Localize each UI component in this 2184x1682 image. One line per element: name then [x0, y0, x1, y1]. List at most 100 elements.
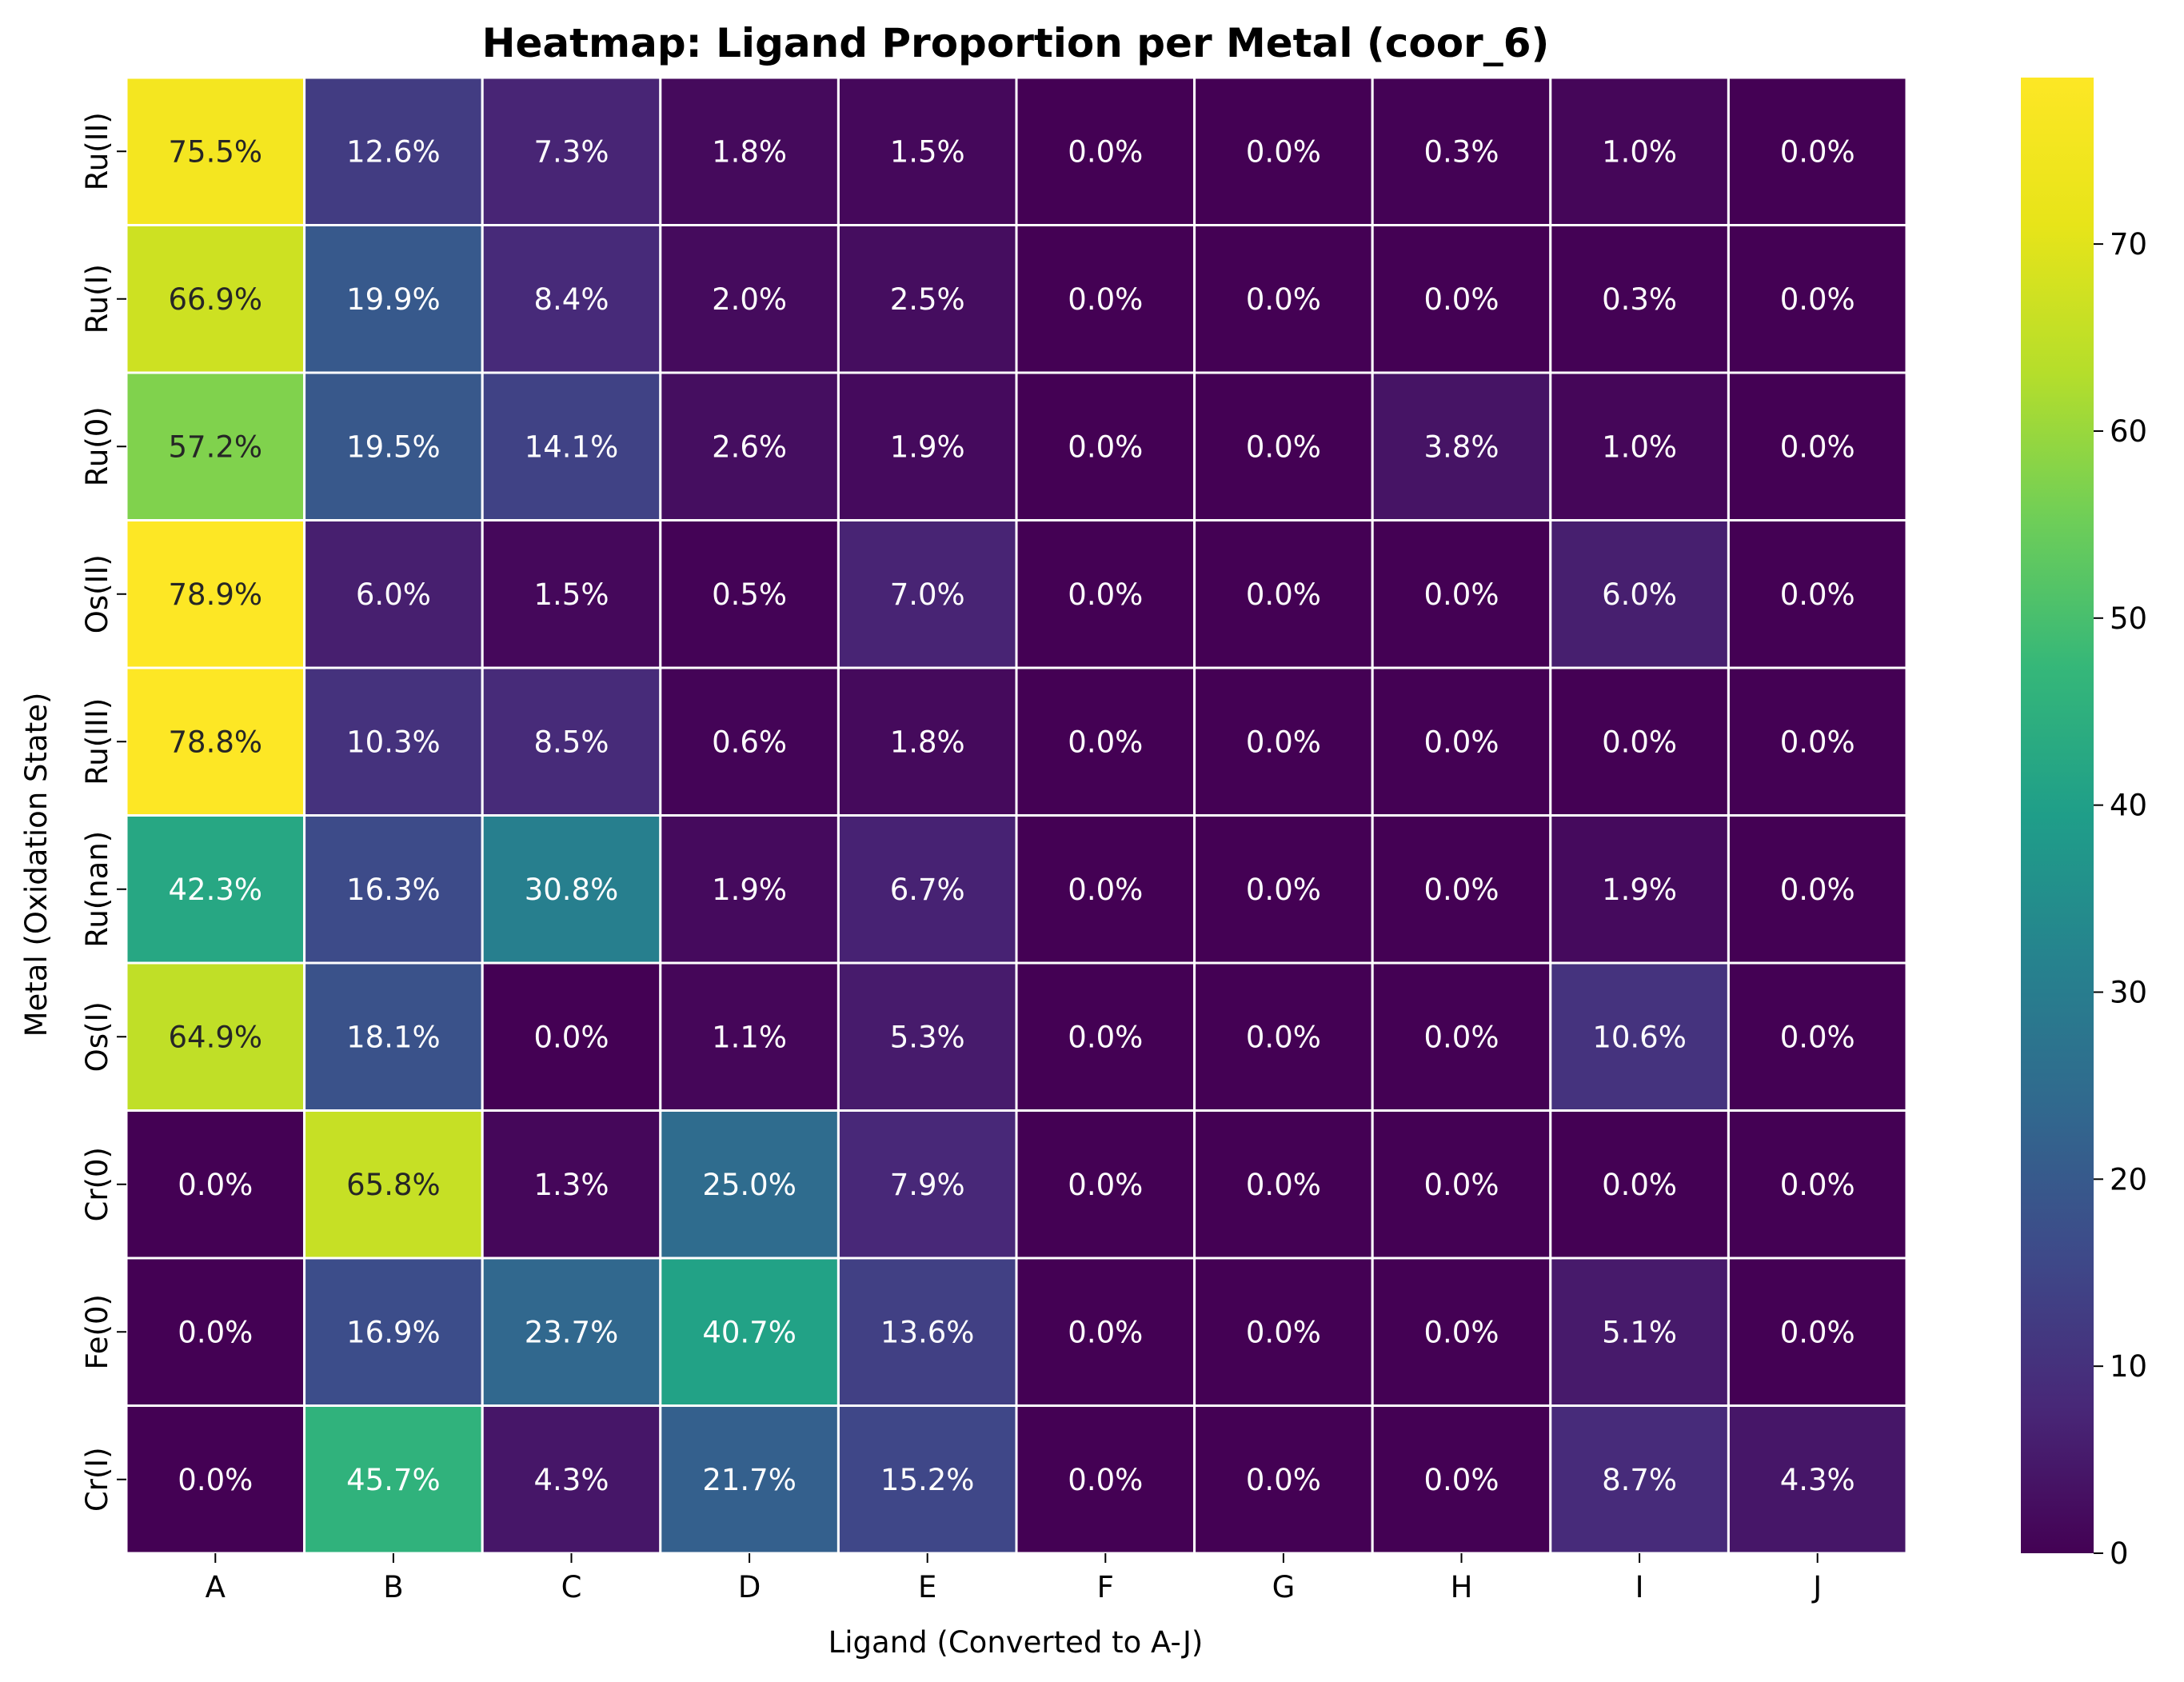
- cell-value-label: 4.3%: [1780, 1463, 1855, 1497]
- heatmap-cell: [125, 519, 306, 669]
- cell-value-label: 7.0%: [890, 577, 965, 612]
- cell-value-label: 0.0%: [1068, 429, 1143, 464]
- heatmap-cell: [1727, 519, 1908, 669]
- heatmap-cell: [125, 814, 306, 965]
- heatmap-cell: [1193, 1109, 1374, 1260]
- cell-value-label: 1.0%: [1602, 134, 1677, 169]
- y-tick-label: Ru(III): [80, 698, 114, 785]
- cell-value-label: 0.0%: [1424, 1463, 1499, 1497]
- cell-value-label: 19.5%: [346, 429, 441, 464]
- heatmap-cell: [1193, 371, 1374, 521]
- heatmap-cell: [303, 1109, 484, 1260]
- heatmap-cell: [1549, 666, 1730, 817]
- cell-value-label: 8.4%: [534, 282, 609, 317]
- heatmap-cell: [1371, 1404, 1552, 1555]
- cell-value-label: 0.0%: [1424, 577, 1499, 612]
- heatmap-cell: [1371, 519, 1552, 669]
- cell-value-label: 0.0%: [1602, 1168, 1677, 1202]
- heatmap-cell: [1727, 1404, 1908, 1555]
- cell-value-label: 0.5%: [712, 577, 787, 612]
- cell-value-label: 0.0%: [1424, 1168, 1499, 1202]
- heatmap-cell: [1549, 519, 1730, 669]
- heatmap-cell: [659, 1404, 840, 1555]
- y-axis-ticks: Ru(II) Ru(I) Ru(0) Os(II) Ru(III) Ru(nan) Os(I…: [80, 112, 126, 1512]
- cell-value-label: 0.0%: [1780, 1315, 1855, 1349]
- x-axis-ticks: A B C D E F G H I J: [206, 1553, 1822, 1604]
- x-tick-label: E: [918, 1570, 936, 1604]
- x-tick-label: J: [1811, 1570, 1822, 1604]
- cell-value-label: 0.0%: [1780, 725, 1855, 759]
- heatmap-cell: [1193, 519, 1374, 669]
- cell-value-label: 0.0%: [1780, 873, 1855, 907]
- heatmap-cell: [1015, 1109, 1196, 1260]
- heatmap-cell: [1193, 666, 1374, 817]
- cell-value-label: 64.9%: [169, 1020, 263, 1054]
- heatmap-cell: [481, 666, 662, 817]
- cell-value-label: 0.0%: [1424, 1315, 1499, 1349]
- cell-value-label: 2.0%: [712, 282, 787, 317]
- colorbar-tick-label: 60: [2110, 414, 2147, 449]
- heatmap-cell: [481, 1109, 662, 1260]
- heatmap-cell: [1371, 371, 1552, 521]
- cell-value-label: 0.0%: [1780, 282, 1855, 317]
- cell-value-label: 16.9%: [346, 1315, 441, 1349]
- cell-value-label: 1.3%: [534, 1168, 609, 1202]
- cell-value-label: 65.8%: [346, 1168, 441, 1202]
- cell-value-label: 0.0%: [1424, 282, 1499, 317]
- heatmap-cell: [836, 666, 1018, 817]
- heatmap-cell: [1549, 1404, 1730, 1555]
- cell-value-label: 6.0%: [1602, 577, 1677, 612]
- heatmap-cell: [1549, 961, 1730, 1112]
- heatmap-cell: [1549, 1109, 1730, 1260]
- heatmap-cell: [125, 76, 306, 226]
- y-tick-label: Os(I): [80, 1001, 114, 1072]
- cell-value-label: 0.0%: [1068, 1315, 1143, 1349]
- chart-title: Heatmap: Ligand Proportion per Metal (co…: [482, 20, 1550, 66]
- heatmap-cell: [303, 1257, 484, 1407]
- cell-value-label: 0.0%: [1068, 577, 1143, 612]
- heatmap-cell: [836, 1404, 1018, 1555]
- cell-value-label: 7.3%: [534, 134, 609, 169]
- y-tick-label: Ru(II): [80, 112, 114, 190]
- cell-value-label: 3.8%: [1424, 429, 1499, 464]
- cell-value-label: 14.1%: [525, 429, 619, 464]
- heatmap-cell: [303, 371, 484, 521]
- heatmap-cell: [1193, 224, 1374, 374]
- cell-value-label: 0.0%: [1780, 577, 1855, 612]
- y-tick-label: Cr(0): [80, 1147, 114, 1221]
- colorbar-tick-label: 30: [2110, 975, 2147, 1009]
- heatmap-cell: [1193, 1404, 1374, 1555]
- cell-value-label: 0.0%: [1068, 1463, 1143, 1497]
- heatmap-cell: [1015, 666, 1196, 817]
- heatmap-cell: [659, 76, 840, 226]
- heatmap-cell: [303, 666, 484, 817]
- colorbar-tick-label: 50: [2110, 601, 2147, 636]
- heatmap-cell: [1015, 224, 1196, 374]
- cell-value-label: 5.1%: [1602, 1315, 1677, 1349]
- cell-value-label: 7.9%: [890, 1168, 965, 1202]
- cell-value-label: 1.5%: [890, 134, 965, 169]
- heatmap-cell: [659, 1257, 840, 1407]
- colorbar-tick-label: 70: [2110, 227, 2147, 262]
- colorbar: 0 10 20 30 40 50 60 70: [2021, 78, 2147, 1571]
- cell-value-label: 0.0%: [1246, 134, 1321, 169]
- x-tick-label: A: [206, 1570, 226, 1604]
- heatmap-cell: [1015, 76, 1196, 226]
- heatmap-cell: [1193, 1257, 1374, 1407]
- heatmap-cell: [1727, 76, 1908, 226]
- cell-value-label: 0.0%: [1246, 282, 1321, 317]
- cell-value-label: 2.5%: [890, 282, 965, 317]
- cell-value-label: 25.0%: [702, 1168, 797, 1202]
- heatmap-cell: [659, 814, 840, 965]
- heatmap-cell: [659, 961, 840, 1112]
- cell-value-label: 0.0%: [534, 1020, 609, 1054]
- colorbar-gradient: [2021, 78, 2094, 1553]
- heatmap-cell: [125, 961, 306, 1112]
- cell-value-label: 16.3%: [346, 873, 441, 907]
- cell-value-label: 40.7%: [702, 1315, 797, 1349]
- cell-value-label: 0.0%: [1780, 1168, 1855, 1202]
- heatmap-cell: [1727, 961, 1908, 1112]
- cell-value-label: 0.0%: [1068, 725, 1143, 759]
- cell-value-label: 0.0%: [1780, 1020, 1855, 1054]
- heatmap-cell: [125, 371, 306, 521]
